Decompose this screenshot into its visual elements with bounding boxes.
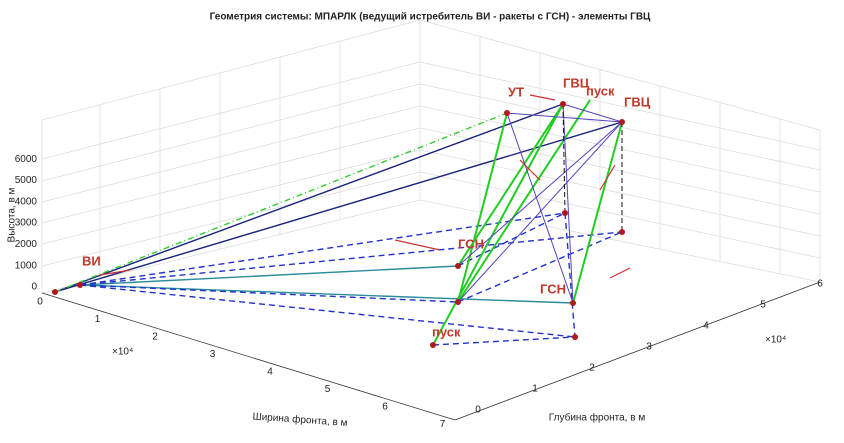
axes-box: [41, 19, 821, 294]
point-label: пуск: [432, 324, 461, 339]
x-tick-label: 0: [37, 297, 43, 308]
x-tick-label: 7: [440, 419, 446, 430]
point-label: ГВЦ: [624, 94, 651, 109]
z-tick-label: 3000: [15, 218, 38, 229]
axis-lines: [41, 281, 821, 421]
x-axis-label: Ширина фронта, в м: [252, 410, 348, 429]
x-tick-label: 2: [152, 332, 158, 343]
point-label: ГСН: [458, 236, 484, 251]
point-label: ВИ: [82, 253, 101, 268]
y-tick-label: 1: [532, 384, 538, 395]
z-axis-label: Высота, в м: [7, 187, 18, 242]
x-tick-label: 3: [210, 349, 216, 360]
y-tick-label: 0: [475, 405, 481, 416]
x-tick-label: 6: [382, 402, 388, 413]
point-label: пуск: [586, 83, 615, 98]
z-tick-label: 4000: [15, 196, 38, 207]
y-tick-label: 2: [589, 363, 595, 374]
y-tick-label: 3: [646, 342, 652, 353]
z-tick-label: 2000: [15, 239, 38, 250]
y-axis-label: Глубина фронта, в м: [549, 412, 646, 424]
point-label: УТ: [508, 84, 524, 99]
y-tick-label: 6: [817, 279, 823, 290]
y-exponent: ×10⁴: [765, 335, 786, 346]
trajectories: [54, 94, 631, 346]
x-tick-label: 5: [325, 384, 331, 395]
z-tick-label: 0: [31, 282, 37, 293]
markers: [52, 101, 625, 348]
point-label: ГСН: [540, 281, 566, 296]
x-exponent: ×10⁴: [112, 347, 133, 358]
y-tick-label: 4: [703, 321, 709, 332]
x-tick-label: 4: [267, 367, 273, 378]
point-label: ГВЦ: [563, 75, 590, 90]
y-tick-label: 5: [760, 300, 766, 311]
labels: 0 1000 2000 3000 4000 5000 6000 0 1 2 3 4 5 6 7 0 1 2 3 4 5 6…: [7, 75, 824, 430]
title: Геометрия системы: МПАРЛК (ведущий истре…: [210, 11, 651, 23]
x-tick-label: 1: [95, 314, 101, 325]
z-tick-label: 6000: [15, 154, 38, 165]
z-tick-label: 5000: [15, 175, 38, 186]
z-tick-label: 1000: [15, 260, 38, 271]
